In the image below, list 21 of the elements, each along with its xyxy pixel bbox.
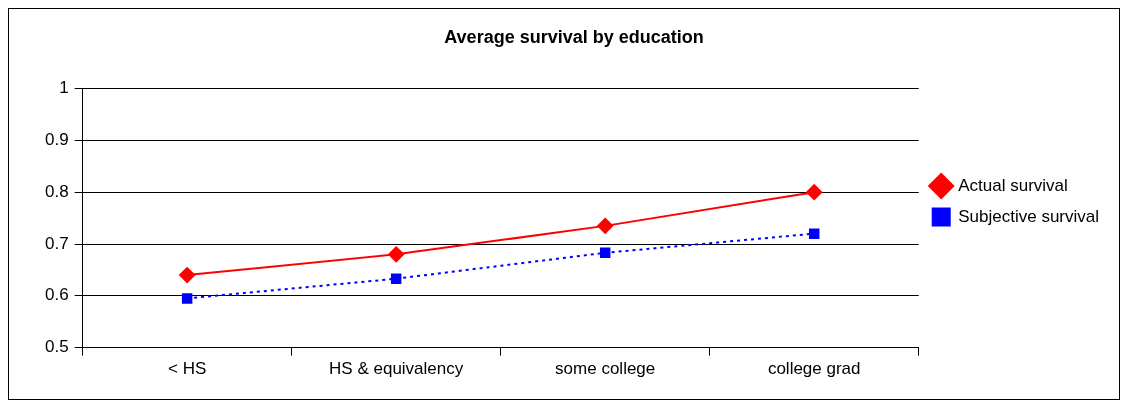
point bbox=[808, 228, 820, 239]
y-tick-label: 0.5 bbox=[44, 337, 69, 357]
y-tick-label: 0.8 bbox=[44, 181, 69, 201]
chart-title: Average survival by education bbox=[444, 26, 704, 47]
x-tick-label: college grad bbox=[767, 359, 861, 379]
legend-label: Subjective survival bbox=[958, 206, 1099, 226]
point bbox=[597, 217, 614, 234]
x-tick-label: HS & equivalency bbox=[329, 359, 464, 379]
y-tick-label: 1 bbox=[59, 78, 69, 98]
x-tick-label: < HS bbox=[168, 359, 207, 379]
y-tick-label: 0.6 bbox=[44, 285, 69, 305]
x-tick-label: some college bbox=[555, 359, 656, 379]
point bbox=[390, 273, 402, 284]
y-tick-label: 0.7 bbox=[44, 233, 69, 253]
point bbox=[388, 246, 405, 263]
y-tick-label: 0.9 bbox=[44, 130, 69, 150]
point bbox=[806, 184, 823, 201]
legend-label: Actual survival bbox=[958, 175, 1068, 195]
point bbox=[599, 247, 611, 259]
point bbox=[181, 293, 193, 304]
point bbox=[179, 267, 196, 284]
